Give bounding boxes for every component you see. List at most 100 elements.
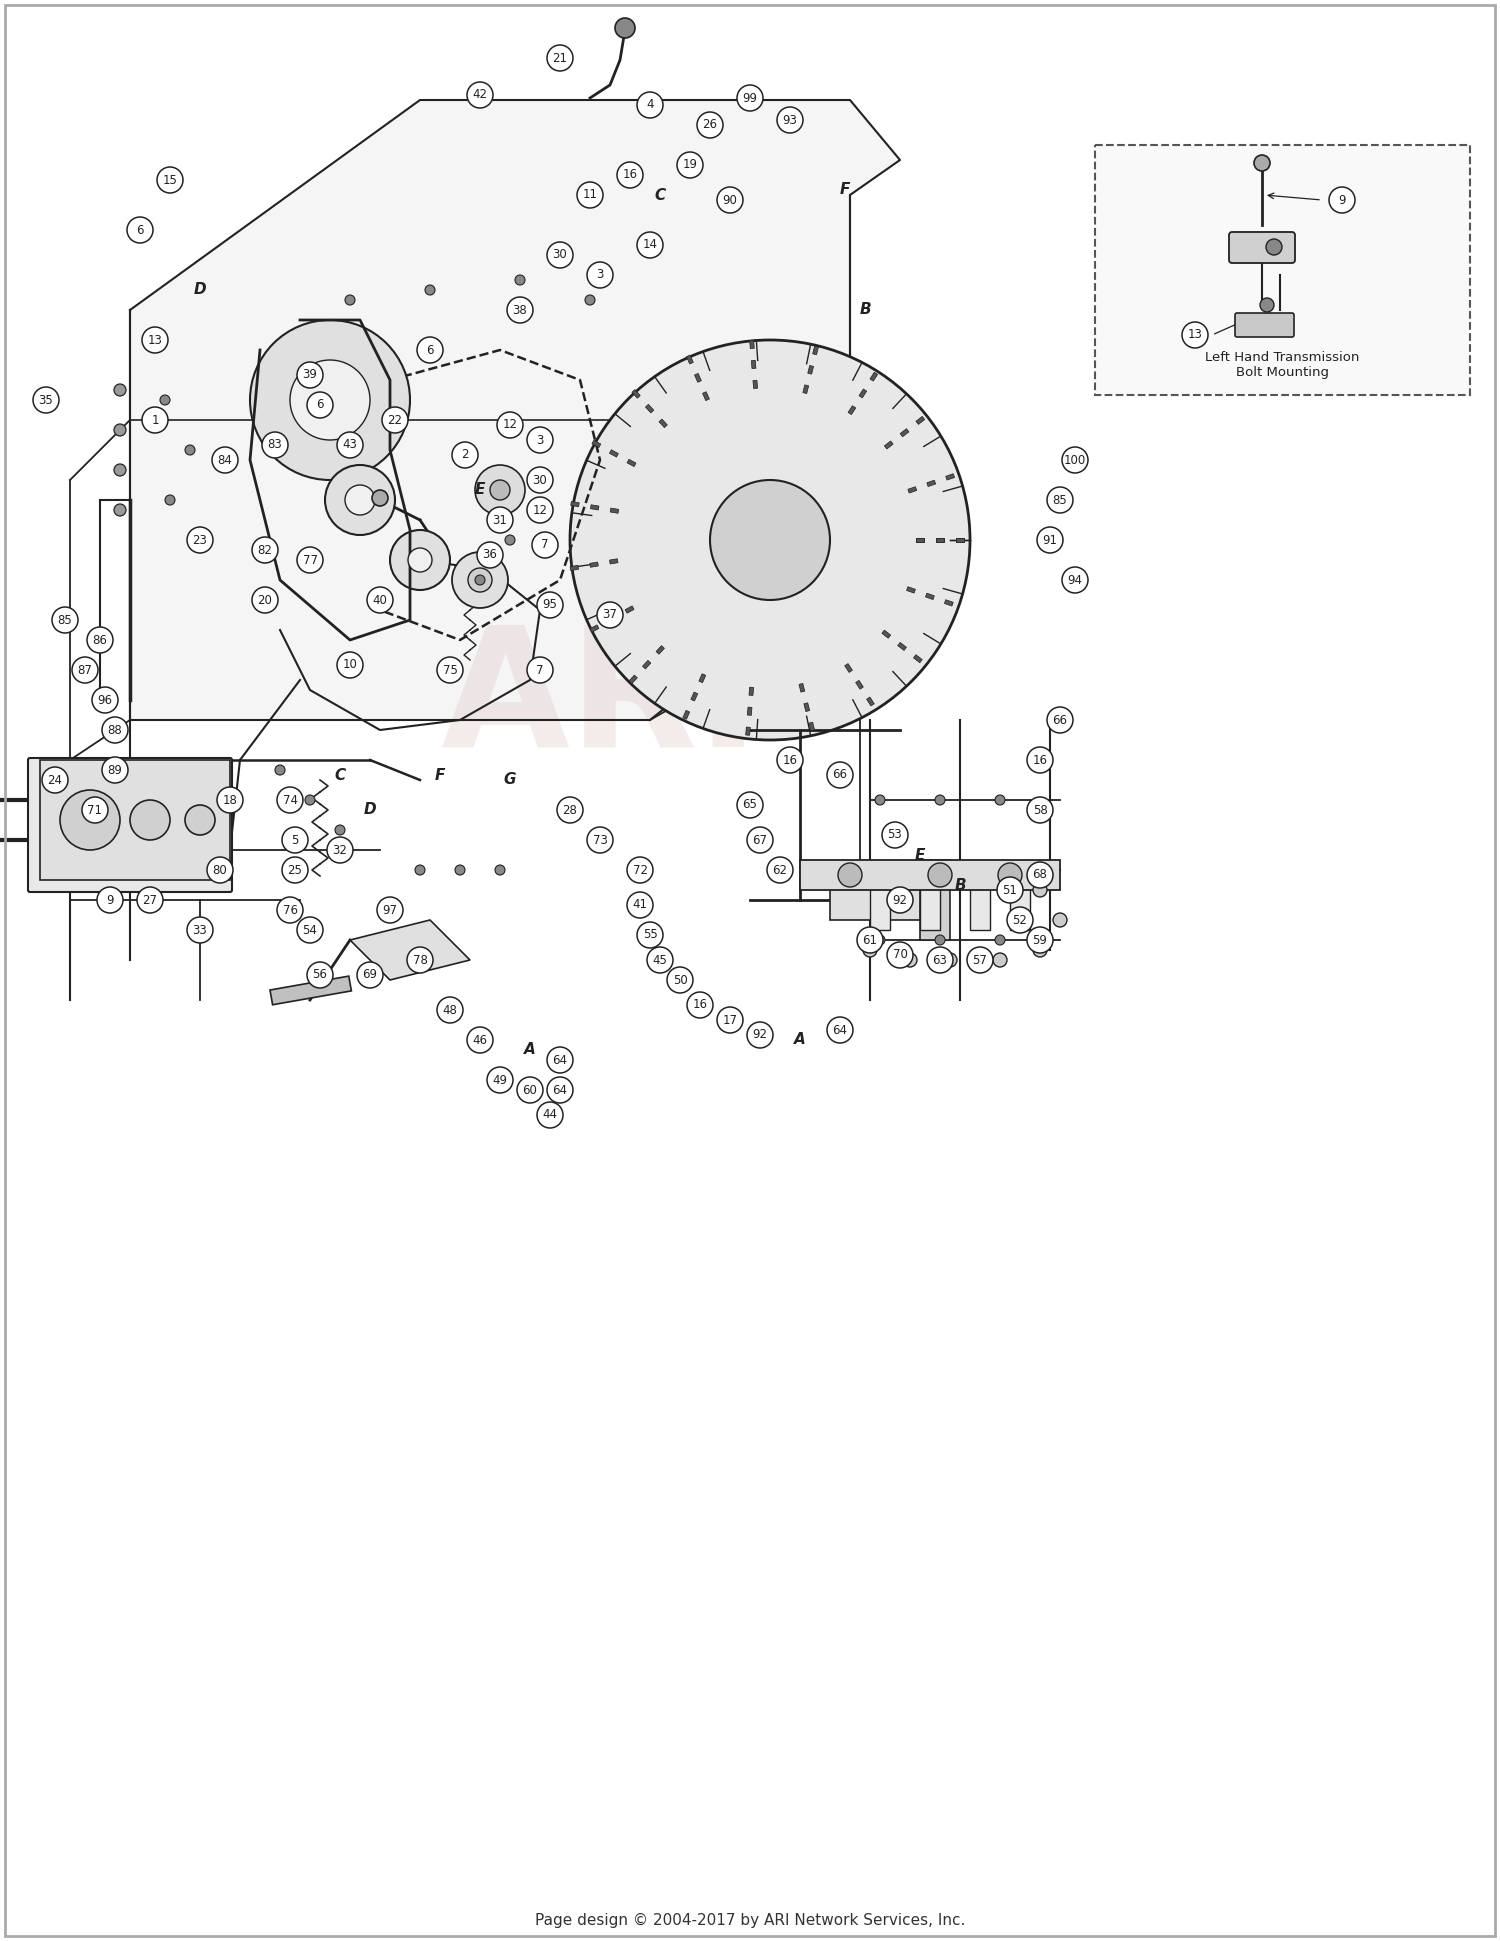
Text: 74: 74: [282, 794, 297, 807]
Circle shape: [1254, 155, 1270, 171]
Circle shape: [33, 386, 58, 413]
Text: 77: 77: [303, 553, 318, 567]
FancyBboxPatch shape: [28, 759, 233, 893]
Circle shape: [165, 495, 176, 505]
Circle shape: [526, 656, 554, 683]
Text: 18: 18: [222, 794, 237, 807]
Circle shape: [717, 186, 742, 214]
Circle shape: [290, 359, 370, 441]
Text: E: E: [915, 848, 926, 862]
Polygon shape: [350, 920, 470, 980]
Text: A: A: [524, 1042, 536, 1058]
Bar: [645, 404, 654, 413]
Text: 13: 13: [1188, 328, 1203, 342]
Circle shape: [766, 858, 794, 883]
Text: 42: 42: [472, 89, 488, 101]
Bar: [859, 388, 867, 398]
Circle shape: [114, 505, 126, 516]
Bar: [897, 642, 906, 650]
Circle shape: [452, 551, 509, 608]
Bar: [802, 384, 808, 394]
Circle shape: [506, 536, 515, 545]
Text: 13: 13: [147, 334, 162, 347]
Text: 88: 88: [108, 724, 123, 736]
Circle shape: [646, 947, 674, 972]
Circle shape: [262, 433, 288, 458]
Text: 10: 10: [342, 658, 357, 672]
Circle shape: [211, 446, 238, 474]
Text: 6: 6: [316, 398, 324, 411]
Circle shape: [777, 107, 802, 134]
Circle shape: [627, 858, 652, 883]
Bar: [687, 355, 693, 365]
Bar: [627, 460, 636, 466]
Text: 6: 6: [136, 223, 144, 237]
FancyBboxPatch shape: [1234, 313, 1294, 338]
Text: 99: 99: [742, 91, 758, 105]
Text: 100: 100: [1064, 454, 1086, 466]
Text: 86: 86: [93, 633, 108, 646]
Text: 97: 97: [382, 903, 398, 916]
Circle shape: [87, 627, 112, 652]
Bar: [642, 660, 651, 670]
Circle shape: [207, 858, 232, 883]
Circle shape: [408, 547, 432, 573]
Circle shape: [82, 798, 108, 823]
Text: 92: 92: [753, 1029, 768, 1042]
Text: 75: 75: [442, 664, 458, 677]
Text: 72: 72: [633, 864, 648, 877]
Text: 12: 12: [503, 419, 518, 431]
Text: 25: 25: [288, 864, 303, 877]
Circle shape: [368, 586, 393, 613]
Bar: [592, 441, 602, 448]
Bar: [748, 687, 753, 695]
Circle shape: [217, 786, 243, 813]
Circle shape: [638, 91, 663, 118]
Text: C: C: [334, 767, 345, 782]
Circle shape: [736, 85, 764, 111]
Circle shape: [334, 825, 345, 835]
Text: 26: 26: [702, 118, 717, 132]
Text: 43: 43: [342, 439, 357, 452]
Circle shape: [747, 827, 772, 852]
Circle shape: [526, 497, 554, 522]
Bar: [855, 679, 864, 689]
Circle shape: [507, 297, 532, 322]
Circle shape: [476, 466, 525, 514]
Circle shape: [114, 384, 126, 396]
Circle shape: [390, 530, 450, 590]
Circle shape: [638, 233, 663, 258]
Text: 55: 55: [642, 928, 657, 941]
Text: 93: 93: [783, 113, 798, 126]
Text: 5: 5: [291, 833, 298, 846]
Bar: [936, 538, 944, 542]
Text: 32: 32: [333, 844, 348, 856]
Circle shape: [251, 320, 410, 479]
Text: 57: 57: [972, 953, 987, 967]
Text: 68: 68: [1032, 868, 1047, 881]
Circle shape: [416, 866, 424, 875]
Text: 20: 20: [258, 594, 273, 606]
Text: 11: 11: [582, 188, 597, 202]
Text: C: C: [654, 188, 666, 202]
Circle shape: [586, 262, 613, 287]
Bar: [628, 675, 638, 683]
Circle shape: [188, 528, 213, 553]
Bar: [570, 501, 579, 507]
Text: 66: 66: [833, 769, 848, 782]
Circle shape: [327, 837, 352, 864]
Bar: [632, 390, 640, 398]
Bar: [609, 450, 618, 456]
Text: 40: 40: [372, 594, 387, 606]
Bar: [747, 707, 752, 716]
Circle shape: [597, 602, 622, 629]
Text: 16: 16: [1032, 753, 1047, 767]
Text: 38: 38: [513, 303, 528, 316]
Text: B: B: [954, 877, 966, 893]
Text: Left Hand Transmission
Bolt Mounting: Left Hand Transmission Bolt Mounting: [1204, 351, 1359, 378]
Circle shape: [72, 656, 98, 683]
Text: 7: 7: [537, 664, 543, 677]
Text: 35: 35: [39, 394, 54, 406]
Circle shape: [282, 858, 308, 883]
Bar: [270, 976, 351, 1005]
